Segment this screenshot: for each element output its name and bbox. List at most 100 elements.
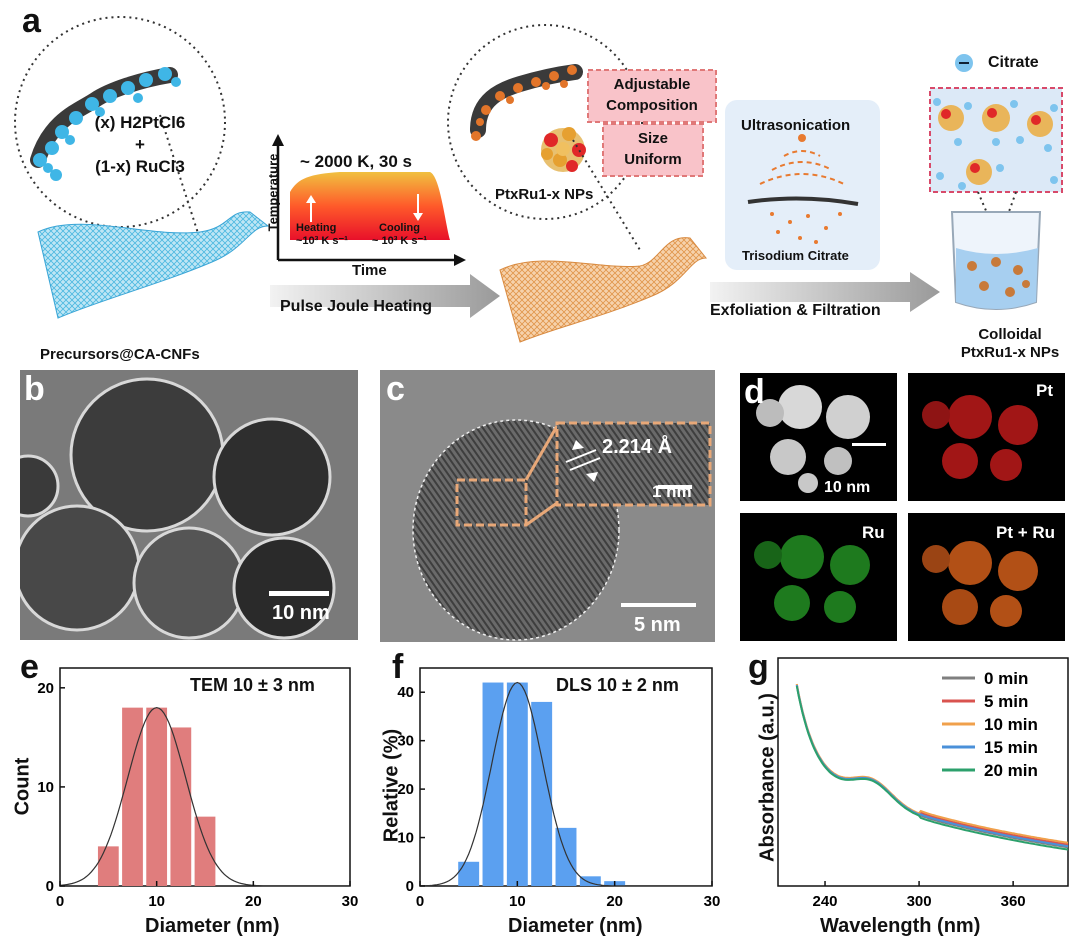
legend-label: 15 min <box>984 738 1038 757</box>
legend-label: 10 min <box>984 715 1038 734</box>
legend-label: 20 min <box>984 761 1038 780</box>
panel-d-haadf: d 10 nm <box>740 373 897 501</box>
precursor-line2: (1-x) RuCl3 <box>95 157 185 176</box>
x-tick-label: 20 <box>606 893 623 910</box>
panel-d-pt-map: Pt <box>908 373 1065 501</box>
x-tick-label: 30 <box>704 893 721 910</box>
panel-label-g: g <box>748 648 769 686</box>
lattice-spacing: 2.214 Å <box>602 436 673 458</box>
cooling-label: Cooling <box>379 222 420 234</box>
heating-annot: Heating ~10³ K s⁻¹ <box>296 222 348 248</box>
pulse-label: Pulse Joule Heating <box>280 298 433 315</box>
ultrasonication-panel <box>725 100 880 270</box>
citrate-legend: Citrate <box>988 54 1039 71</box>
gaussian-fit-line <box>59 706 350 887</box>
adjustable-text: Adjustable Composition <box>606 76 698 114</box>
g-ylabel: Absorbance (a.u.) <box>756 693 779 862</box>
x-tick-label: 30 <box>342 893 359 910</box>
histogram-bar <box>531 701 553 886</box>
size-text: Size Uniform <box>624 130 682 168</box>
precursor-mesh <box>37 211 270 319</box>
panel-label-b: b <box>24 370 45 408</box>
d-scalebar-label: 10 nm <box>824 479 871 496</box>
histogram-bar <box>555 827 577 886</box>
e-annotation: TEM 10 ± 3 nm <box>190 675 315 695</box>
histogram-bar <box>97 846 119 886</box>
np-cluster-icon <box>541 127 586 172</box>
histogram-bar <box>579 876 601 886</box>
e-ylabel: Count <box>11 757 34 816</box>
y-tick-label: 20 <box>37 680 54 697</box>
tem-particles <box>20 377 336 640</box>
nps-label: PtxRu1-x NPs <box>495 186 594 203</box>
pulse-arrow <box>270 274 500 318</box>
y-tick-label: 10 <box>397 830 414 847</box>
x-tick-label: 10 <box>148 893 165 910</box>
precursors-caption: Precursors@CA-CNFs <box>40 346 200 363</box>
panel-d-overlay-map: Pt + Ru <box>908 513 1065 641</box>
c-scalebar-label: 5 nm <box>634 614 681 636</box>
precursor-line1: (x) H2PtCl6 <box>94 113 186 132</box>
legend-label: 5 min <box>984 692 1028 711</box>
b-scalebar-label: 10 nm <box>272 602 330 624</box>
x-tick-label: 300 <box>907 893 932 910</box>
c-inset-scalebar-label: 1 nm <box>652 482 692 501</box>
panel-label-e: e <box>20 648 39 686</box>
colloidal-label: Colloidal PtxRu1-x NPs <box>940 326 1080 362</box>
g-xlabel: Wavelength (nm) <box>820 915 981 937</box>
panel-label-c: c <box>386 370 405 408</box>
adjustable-box <box>587 69 717 123</box>
ru-label: Ru <box>862 523 885 542</box>
precursor-plus: + <box>135 135 145 154</box>
exfoliation-arrow <box>710 272 940 312</box>
f-xlabel: Diameter (nm) <box>508 915 643 937</box>
trisodium-label: Trisodium Citrate <box>742 248 849 263</box>
panel-b-tem-image: b 10 nm <box>20 370 358 640</box>
colloidal-line1: Colloidal <box>978 326 1042 343</box>
cooling-rate: ~ 10³ K s⁻¹ <box>372 235 428 247</box>
chart-e-svg: 0 10 20 30 0 10 20 <box>37 667 359 910</box>
colloidal-line2: PtxRu1-x NPs <box>960 344 1060 361</box>
panel-label-f: f <box>392 648 404 686</box>
ptru-label: Pt + Ru <box>996 523 1056 542</box>
x-tick-label: 20 <box>245 893 262 910</box>
hrtem-detail <box>412 419 712 641</box>
histogram-bar <box>122 707 143 886</box>
heat-title: ~ 2000 K, 30 s <box>300 152 413 171</box>
histogram-bar <box>170 727 192 886</box>
x-tick-label: 0 <box>416 893 424 910</box>
plot-frame <box>777 657 1069 887</box>
heating-rate: ~10³ K s⁻¹ <box>296 235 348 247</box>
x-tick-label: 360 <box>1001 893 1026 910</box>
heat-ylabel: Temperature <box>265 153 281 232</box>
heat-profile-graph <box>272 134 466 266</box>
y-tick-label: 0 <box>406 878 414 895</box>
chart-f-svg: 0 10 20 30 0 10 20 30 40 <box>397 667 721 910</box>
panel-d-ru-map: Ru <box>740 513 897 641</box>
histogram-bar <box>194 816 216 886</box>
f-ylabel: Relative (%) <box>380 728 403 843</box>
panel-label-a: a <box>22 2 41 40</box>
histogram-bar <box>146 707 168 886</box>
size-box <box>602 123 704 177</box>
pt-label: Pt <box>1036 381 1053 400</box>
histogram-bar <box>506 682 528 886</box>
y-tick-label: 10 <box>37 779 54 796</box>
x-tick-label: 0 <box>56 893 64 910</box>
chart-g-svg: 0 min 5 min 10 min 15 min 20 min 240 300 360 <box>777 657 1069 910</box>
ultrasonication-label: Ultrasonication <box>741 117 851 134</box>
y-tick-label: 20 <box>397 781 414 798</box>
panel-c-hrtem-image: c 2.214 Å 1 nm 5 nm <box>380 370 715 642</box>
x-tick-label: 10 <box>509 893 526 910</box>
schematic-svg <box>14 16 1063 343</box>
precursor-formula: (x) H2PtCl6 + (1-x) RuCl3 <box>75 112 205 178</box>
panel-label-d: d <box>744 373 765 411</box>
y-tick-label: 40 <box>397 684 414 701</box>
f-annotation: DLS 10 ± 2 nm <box>556 675 679 695</box>
heat-xlabel: Time <box>352 262 387 279</box>
legend-label: 0 min <box>984 669 1028 688</box>
spectrum-line <box>795 685 1069 851</box>
e-xlabel: Diameter (nm) <box>145 915 280 937</box>
spectrum-line <box>795 683 1069 844</box>
histogram-bar <box>482 682 504 886</box>
